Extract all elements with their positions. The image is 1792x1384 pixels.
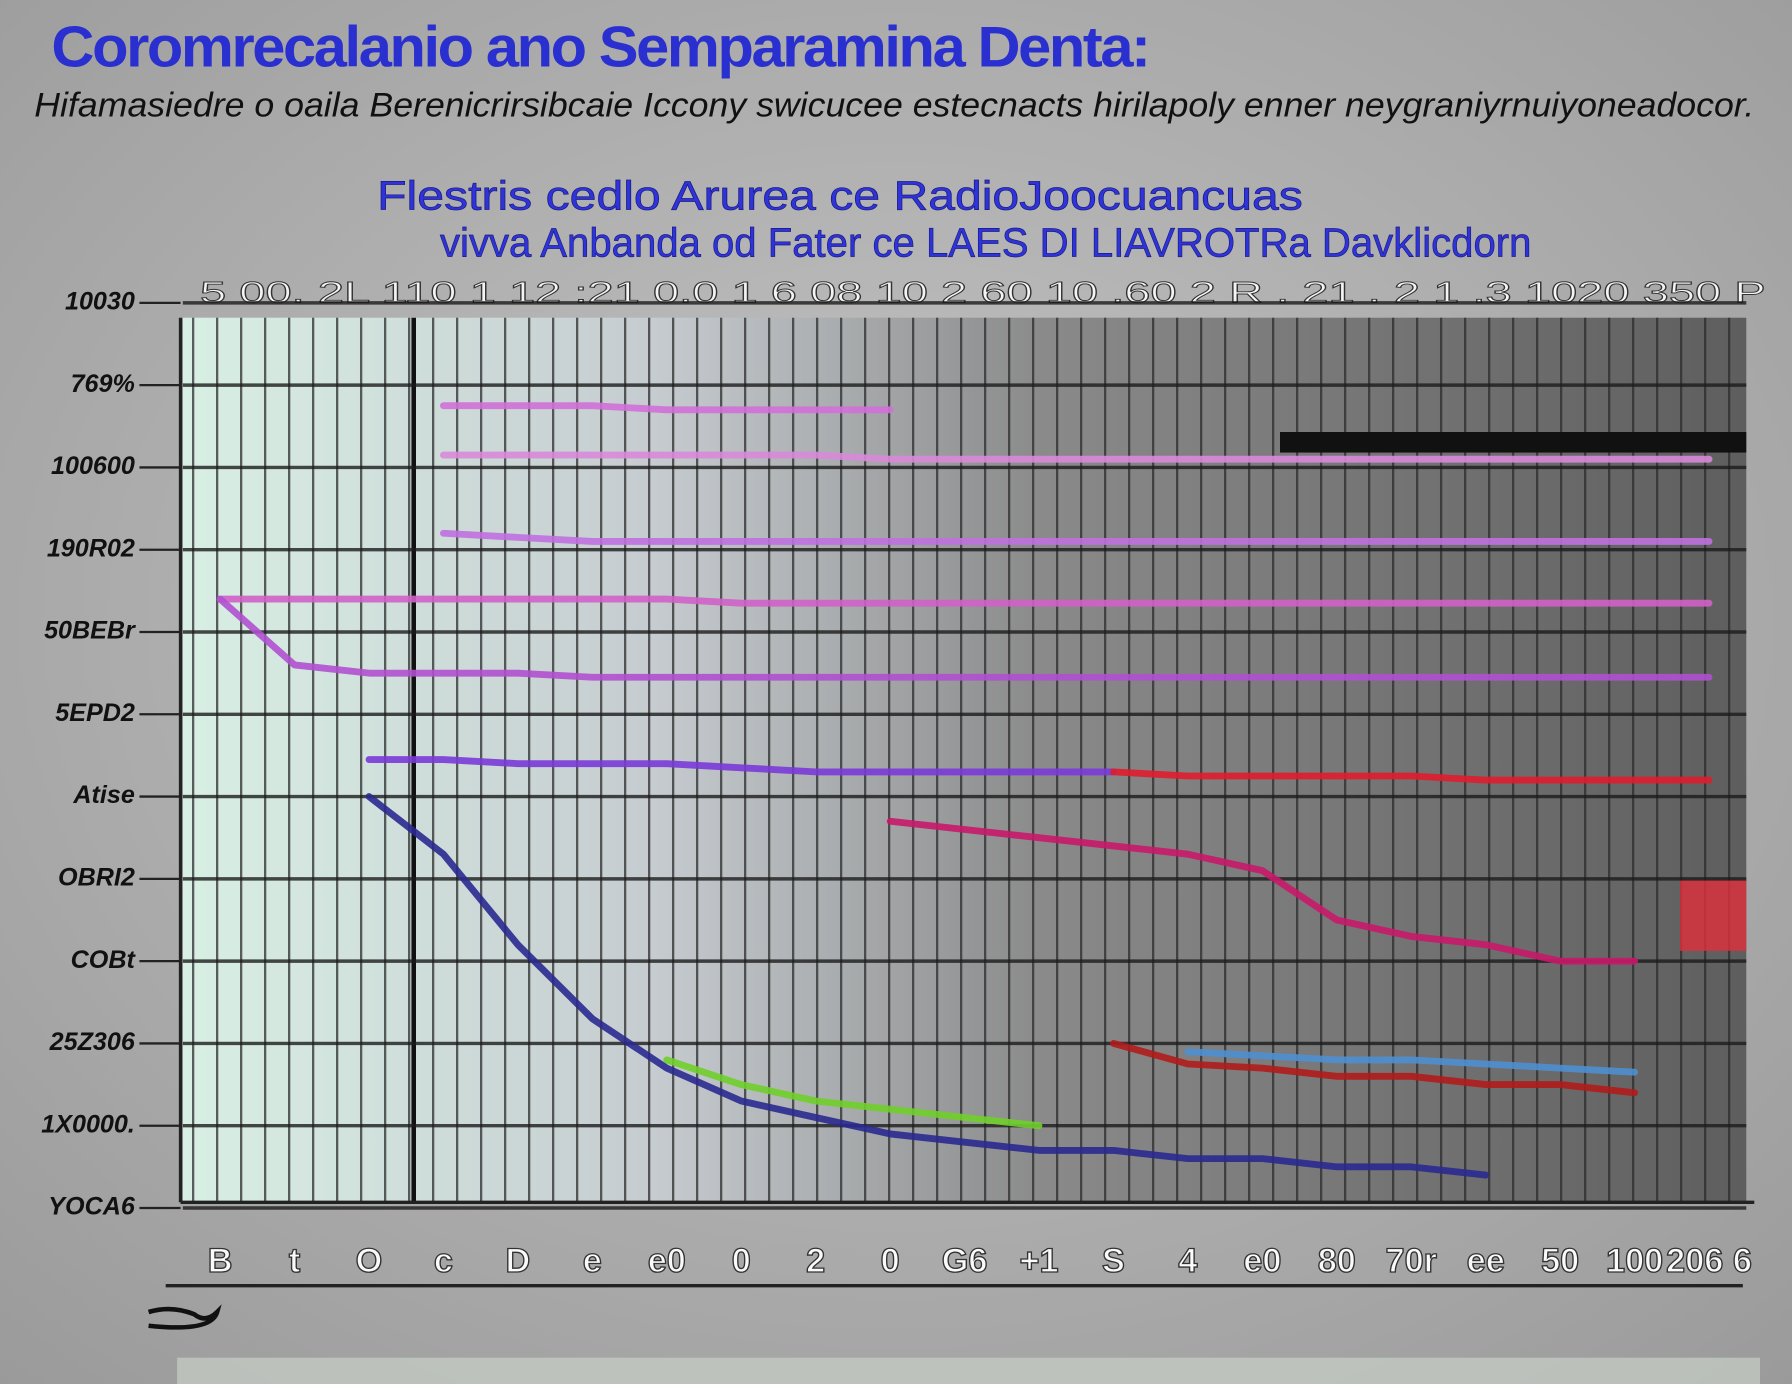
x-tick-label: e0 [1243, 1242, 1281, 1280]
black-bar [1280, 432, 1747, 453]
x-tick-label: O [356, 1242, 383, 1280]
x-tick-label: 4 [1178, 1242, 1197, 1280]
x-tick-label: ee [1467, 1242, 1505, 1280]
x-tick-label: 0 [732, 1242, 751, 1280]
series-line [439, 529, 1713, 545]
x-tick-label: S [1102, 1242, 1125, 1280]
red-block [1680, 880, 1747, 951]
chart-title-line1: Flestris cedlo Arurea ce RadioJoocuancua… [377, 173, 1303, 219]
series-line [439, 402, 894, 414]
y-tick-label: 50BEBr [44, 617, 136, 645]
x-tick-label: c [434, 1242, 453, 1280]
series-line [1110, 768, 1713, 784]
x-tick-label: 50 [1541, 1242, 1579, 1280]
x-tick-label: 100 [1606, 1242, 1663, 1280]
series-line [365, 793, 1490, 1179]
x-tick-label: 0 [881, 1242, 900, 1280]
x-tick-label: t [289, 1242, 300, 1280]
y-tick-label: 190R02 [47, 534, 135, 562]
x-tick-label: e0 [648, 1242, 686, 1280]
x-tick-label: +1 [1019, 1242, 1058, 1280]
series-line [1184, 1048, 1639, 1076]
y-tick-label: OBRI2 [58, 863, 135, 891]
x-tick-label: e [583, 1242, 602, 1280]
x-tick-label: 70r [1386, 1242, 1437, 1280]
title: Coromrecalanio ano Semparamina Denta: [51, 16, 1148, 80]
y-tick-label: 100600 [51, 452, 135, 480]
series-line [663, 1056, 1043, 1130]
chart-title-line2: vivva Anbanda od Fater ce LAES DI LIAVRO… [440, 220, 1531, 266]
bottom-strip [177, 1357, 1761, 1384]
series-line [216, 595, 1713, 681]
y-tick-label: 5EPD2 [55, 699, 135, 727]
series-line [216, 595, 1713, 607]
y-tick-label: 10030 [65, 287, 135, 315]
y-tick-label: 25Z306 [49, 1028, 136, 1056]
x-tick-label: 80 [1318, 1242, 1356, 1280]
series-line [1110, 1040, 1639, 1097]
y-tick-label: COBt [71, 946, 137, 974]
y-tick-label: 769% [71, 370, 135, 398]
series-line [365, 756, 1117, 776]
y-tick-label: YOCA6 [48, 1193, 136, 1221]
series-line [886, 817, 1639, 965]
x-tick-label: G6 [942, 1242, 988, 1280]
subtitle: Hifamasiedre o oaila Berenicrirsibcaie I… [34, 86, 1754, 124]
x-tick-label: 2 [806, 1242, 825, 1280]
top-axis-text: 5 00. 2L 110 1 12 :21 0.0 1 6 08 10 2 60… [200, 277, 1766, 310]
y-tick-label: Atise [72, 781, 134, 809]
series-line [439, 451, 1713, 463]
scribble [147, 1304, 222, 1330]
y-tick-label: 1X0000. [41, 1110, 135, 1138]
x-tick-label: D [506, 1242, 531, 1280]
x-tick-label: 206 6 [1666, 1242, 1752, 1280]
x-tick-label: B [208, 1242, 233, 1280]
